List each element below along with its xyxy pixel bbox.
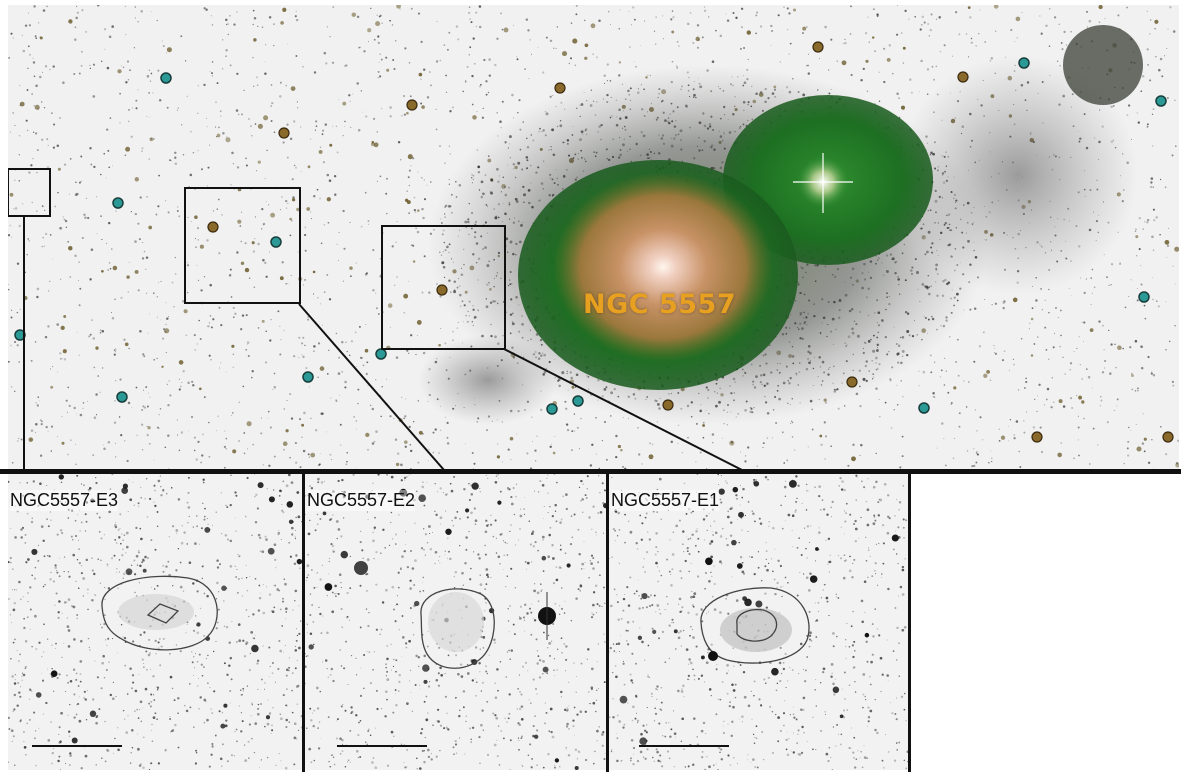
inset-e3-contour-outer <box>101 575 218 651</box>
inset-e1-contour-outer <box>700 587 810 664</box>
inset-e2: NGC5557-E2 <box>305 474 606 770</box>
inset-divider-3 <box>908 474 911 772</box>
inset-e3: NGC5557-E3 <box>8 474 302 770</box>
main-image-svg <box>8 5 1179 470</box>
inset-e2-label: NGC5557-E2 <box>307 490 416 511</box>
inset-e2-star-2 <box>354 561 368 575</box>
galaxy-name-label: NGC 5557 <box>583 289 737 320</box>
companion-galaxy-ne <box>1063 25 1143 105</box>
box-e2 <box>184 187 301 304</box>
inset-e1-contour-inner <box>736 608 778 642</box>
inset-e3-label: NGC5557-E3 <box>10 490 119 511</box>
main-deep-image: NGC 5557 <box>8 5 1179 470</box>
inset-e1: NGC5557-E1 <box>609 474 908 770</box>
inset-e3-galaxy <box>118 594 194 630</box>
inset-e1-image <box>609 474 908 770</box>
galaxy-core <box>553 172 773 362</box>
inset-e2-image <box>305 474 606 770</box>
inset-e3-contour-inner <box>146 603 180 624</box>
inset-e2-galaxy <box>428 592 484 652</box>
box-e3 <box>8 168 51 217</box>
inset-e3-image <box>8 474 302 770</box>
inset-e1-star <box>708 651 718 661</box>
inset-e2-contour <box>420 588 495 669</box>
inset-e1-galaxy <box>720 608 792 652</box>
inset-e1-label: NGC5557-E1 <box>611 490 720 511</box>
